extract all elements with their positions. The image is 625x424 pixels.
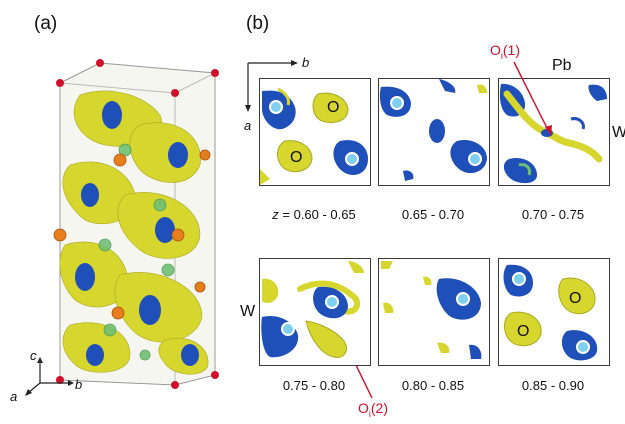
slice-tile-4 [259, 258, 371, 366]
atom-label-o: O [290, 149, 303, 166]
panel-b-label: (b) [246, 13, 270, 34]
slice-caption-2: 0.65 - 0.70 [401, 207, 465, 222]
slice-caption-1: z = 0.60 - 0.65 [272, 207, 356, 222]
slice-tile-5 [378, 258, 490, 366]
axes-triad-a [20, 355, 110, 405]
slice-caption-6: 0.85 - 0.90 [521, 378, 585, 393]
atom-label-w: W [612, 124, 625, 141]
slice-tile-6 [498, 258, 610, 366]
atom-label-o: O [327, 99, 340, 116]
atom-label-pb: Pb [552, 57, 572, 74]
axis-a-label-2d: a [244, 118, 252, 133]
atom-label-w: W [240, 303, 256, 320]
axis-a-label: a [10, 389, 18, 404]
axis-b-label-2d: b [302, 55, 310, 70]
charge-density-3d-view [50, 55, 230, 390]
slice-caption-5: 0.80 - 0.85 [401, 378, 465, 393]
axes-b [238, 55, 308, 125]
slice-caption-3: 0.70 - 0.75 [521, 207, 585, 222]
slice-tile-1 [259, 78, 371, 186]
slice-caption-4: 0.75 - 0.80 [282, 378, 346, 393]
slice-tile-3 [498, 78, 610, 186]
axis-c-label: c [30, 348, 37, 363]
interstitial-oi1-label: Oi(1) [490, 42, 521, 61]
atom-label-o: O [517, 323, 530, 340]
slice-tile-2 [378, 78, 490, 186]
axis-b-label: b [75, 377, 83, 392]
interstitial-oi2-label: Oi(2) [358, 400, 389, 419]
panel-a-label: (a) [34, 13, 58, 34]
atom-label-o: O [569, 290, 582, 307]
